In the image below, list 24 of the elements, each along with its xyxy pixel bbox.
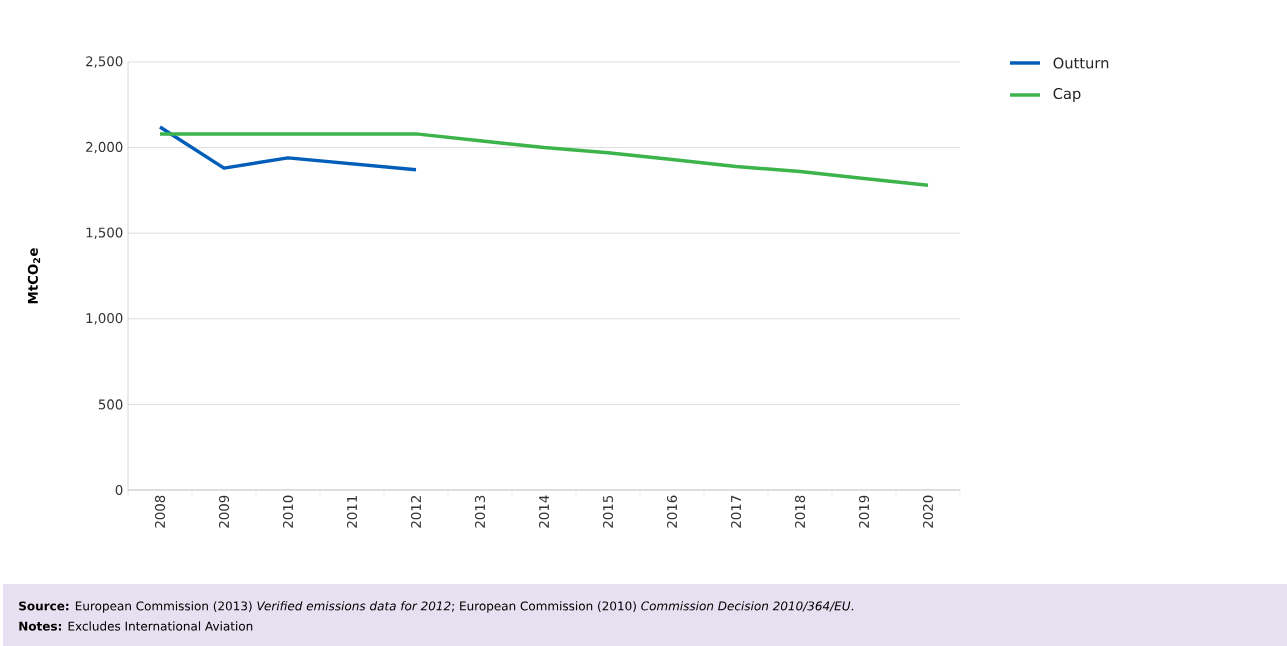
- y-tick-label: 0: [115, 484, 123, 496]
- x-tick-label: 2013: [474, 495, 486, 528]
- x-tick-label: 2016: [666, 495, 678, 528]
- text: Source: European Commission (2013) Verified emissions data for 2012; European Commission (2010) Commission Decision 2010/364/EU.: [19, 601, 854, 613]
- x-tick-label: 2012: [410, 496, 422, 528]
- x-tick-label: 2014: [538, 495, 550, 528]
- text: Notes: Excludes International Aviation: [19, 621, 253, 631]
- y-tick-label: 1,000: [86, 313, 123, 325]
- x-tick-label: 2011: [346, 495, 358, 528]
- x-tick-label: 2019: [858, 495, 870, 528]
- x-tick-label: 2020: [922, 495, 934, 528]
- x-tick-label: 2018: [794, 495, 806, 528]
- legend-label: Cap: [1053, 88, 1081, 102]
- x-tick-label: 2017: [730, 495, 742, 528]
- y-tick-label: 1,500: [86, 227, 123, 239]
- x-tick-label: 2010: [282, 495, 294, 528]
- y-axis-title: MtCO$_{2}$e: [27, 248, 41, 304]
- x-tick-label: 2009: [218, 495, 230, 528]
- x-tick-label: 2008: [154, 495, 166, 528]
- y-tick-label: 2,000: [86, 141, 123, 154]
- y-tick-label: 500: [98, 399, 123, 410]
- y-tick-label: 2,500: [86, 56, 123, 68]
- x-tick-label: 2015: [602, 495, 614, 528]
- legend-label: Outturn: [1053, 57, 1109, 69]
